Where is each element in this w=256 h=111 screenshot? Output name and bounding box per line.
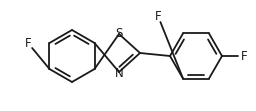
Text: F: F (25, 37, 31, 50)
Text: F: F (155, 10, 161, 23)
Text: S: S (115, 27, 123, 40)
Text: N: N (115, 66, 123, 79)
Text: F: F (241, 50, 247, 62)
